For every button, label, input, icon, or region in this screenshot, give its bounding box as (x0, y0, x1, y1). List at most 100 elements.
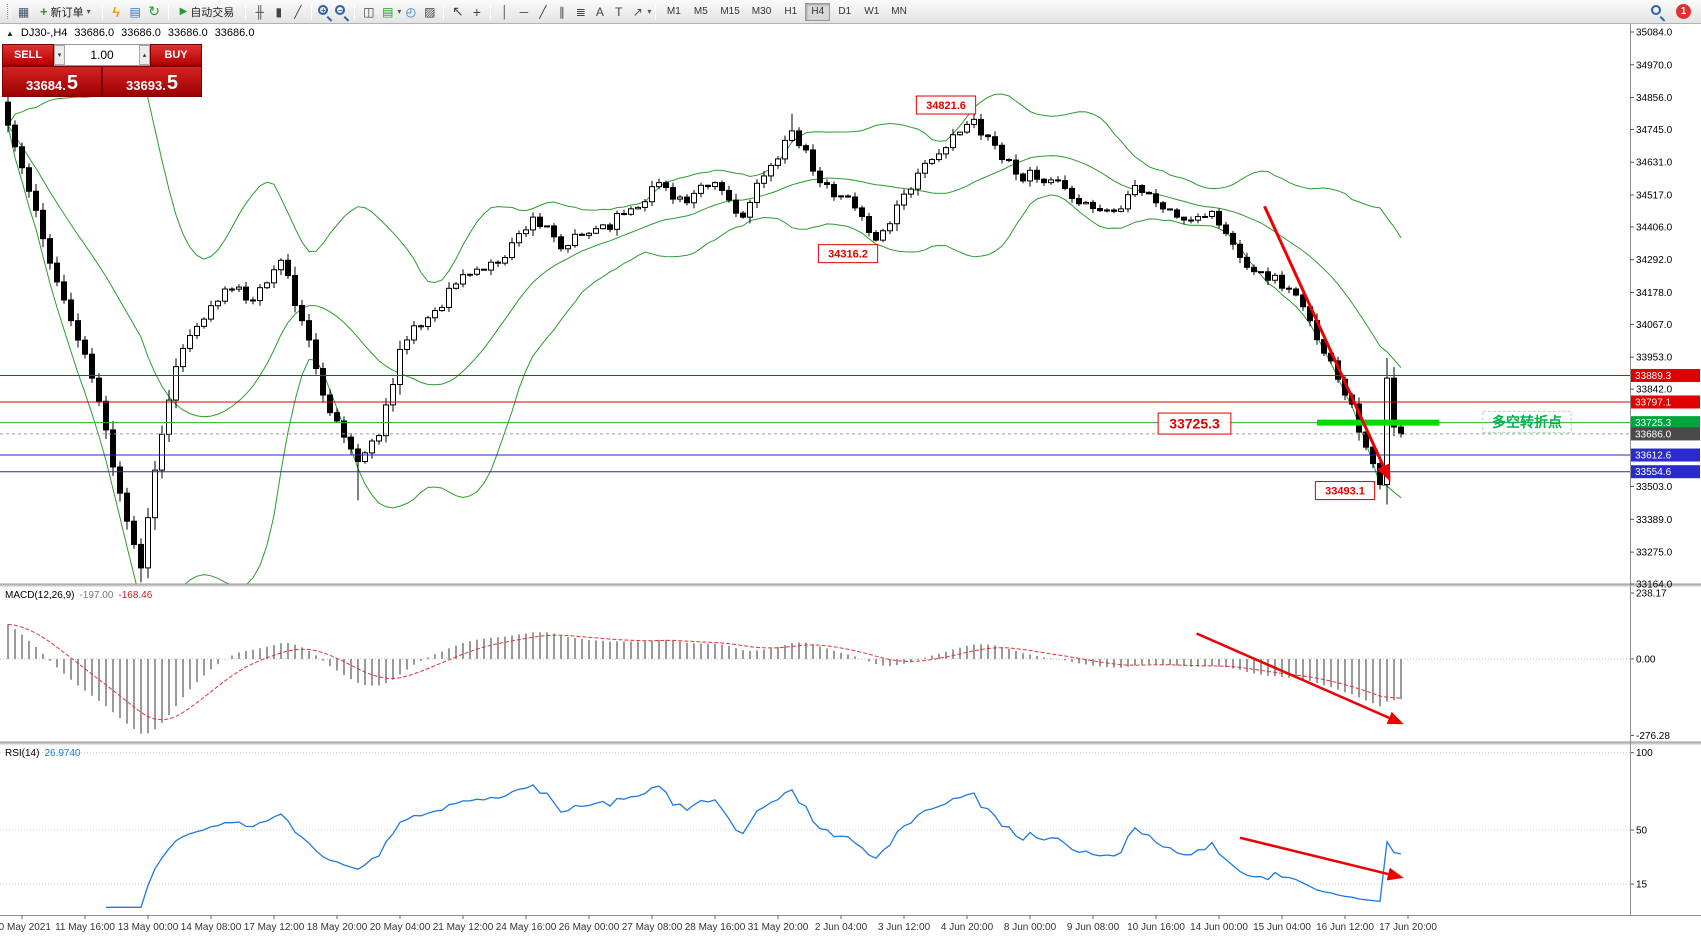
peak-price-label-text: 34821.6 (926, 100, 966, 112)
macd-indicator-label: MACD(12,26,9) -197.00 -168.46 (5, 590, 152, 601)
refresh-icon[interactable]: ↻ (148, 3, 160, 19)
time-axis-label: 4 Jun 20:00 (941, 922, 994, 933)
symbol-marker-icon: ▲ (6, 28, 14, 38)
timeframe-h1[interactable]: H1 (778, 3, 803, 21)
ohlc-high: 33686.0 (121, 27, 161, 39)
level-price-tag (1631, 416, 1700, 430)
panel-splitter[interactable] (0, 742, 1701, 745)
trend-arrow-head (1386, 867, 1404, 881)
macd-layer (0, 623, 1630, 734)
rsi-value: 26.9740 (44, 748, 81, 759)
new-chart-chevron-icon[interactable]: ▾ (397, 7, 402, 16)
search-icon[interactable] (1649, 3, 1666, 20)
buy-price: 33693. (126, 78, 166, 93)
time-axis-label: 13 May 00:00 (118, 922, 179, 933)
timeframe-m30[interactable]: M30 (747, 3, 776, 21)
auto-trading-label: 自动交易 (190, 6, 235, 19)
auto-trading-button[interactable]: ▶ 自动交易 (173, 2, 242, 22)
time-axis-label: 10 May 2021 (0, 922, 51, 933)
cursor-icon[interactable]: ↖ (451, 3, 464, 19)
time-axis-label: 27 May 08:00 (622, 922, 683, 933)
candles-layer (5, 96, 1404, 583)
zoom-out-icon[interactable]: − (333, 3, 350, 20)
level-price-tag-text: 33725.3 (1635, 418, 1672, 429)
chart-area[interactable]: 238.17 0.00 -276.28 100 50 15 35084.0 34970.0 34… (0, 24, 1701, 941)
arrow-tool-chevron-icon[interactable]: ▾ (647, 7, 652, 16)
period-icon[interactable]: ◴ (405, 4, 417, 19)
sell-price-button[interactable]: 33684. 5 (2, 66, 102, 97)
pivot-note-text: 多空转折点 (1492, 414, 1562, 430)
timeframe-d1[interactable]: D1 (832, 3, 857, 21)
text-icon[interactable]: A (595, 4, 604, 19)
trendline-icon[interactable]: ╱ (539, 4, 547, 19)
current-price-tag (1631, 427, 1700, 441)
pivot-highlight-line[interactable] (1317, 419, 1440, 426)
macd-name: MACD(12,26,9) (5, 590, 75, 601)
pivot-price-label[interactable] (1157, 412, 1232, 435)
horizontal-line-icon[interactable]: ─ (519, 4, 529, 19)
price-axis-label: 33275.0 (1636, 548, 1673, 559)
panel-splitter[interactable] (0, 584, 1701, 587)
macd-signal-value: -168.46 (118, 590, 153, 601)
timeframe-h4[interactable]: H4 (805, 2, 831, 21)
candlestick-icon[interactable]: ▮ (275, 4, 283, 19)
zoom-in-icon[interactable]: + (316, 3, 333, 20)
search-glyph (1651, 5, 1661, 15)
timeframe-mn[interactable]: MN (886, 3, 912, 21)
timeframe-m1[interactable]: M1 (661, 3, 686, 21)
buy-button[interactable]: BUY (150, 44, 202, 66)
market-watch-icon[interactable]: ▤ (129, 4, 141, 19)
peak-price-label[interactable] (915, 95, 977, 115)
toolbar-grip[interactable] (7, 4, 11, 19)
sell-button[interactable]: SELL (2, 44, 54, 66)
price-axis-label: 34745.0 (1636, 125, 1673, 136)
rsi-axis-label: 100 (1636, 748, 1653, 759)
volume-down-stepper[interactable]: ▾ (54, 45, 66, 65)
rsi-axis-label: 15 (1636, 880, 1648, 891)
trend-arrow[interactable] (1239, 836, 1389, 876)
sell-price-big-digit: 5 (66, 72, 78, 94)
timeframe-w1[interactable]: W1 (859, 3, 884, 21)
level-price-tag-text: 33612.6 (1635, 451, 1672, 462)
symbol-name: DJ30-,H4 (20, 27, 68, 39)
arrow-tool-icon[interactable]: ↗ (632, 4, 643, 19)
new-order-button[interactable]: + 新订单 ▾ (33, 2, 98, 22)
tile-windows-icon[interactable]: ◫ (363, 4, 375, 19)
fibonacci-icon[interactable]: ≣ (575, 4, 586, 19)
templates-icon[interactable]: ▨ (424, 4, 436, 19)
macd-axis-label: 238.17 (1636, 589, 1667, 600)
time-axis-label: 28 May 16:00 (685, 922, 746, 933)
volume-up-stepper[interactable]: ▴ (138, 45, 151, 65)
retest-price-label[interactable] (817, 244, 879, 264)
notification-badge[interactable]: 1 (1676, 4, 1691, 19)
bar-chart-icon[interactable]: ╫ (255, 4, 265, 19)
channel-icon[interactable]: ∥ (558, 4, 565, 19)
volume-input[interactable] (65, 45, 139, 65)
price-axis-label: 34406.0 (1636, 222, 1673, 233)
trend-arrow[interactable] (1196, 632, 1390, 720)
buy-price-button[interactable]: 33693. 5 (102, 66, 202, 97)
trend-arrow-head (1377, 463, 1391, 482)
price-axis-label: 34178.0 (1636, 288, 1673, 299)
chart-window-icon[interactable]: ▦ (17, 4, 30, 19)
crosshair-icon[interactable]: + (472, 3, 481, 20)
level-price-tag-text: 33889.3 (1635, 371, 1672, 382)
ohlc-close: 33686.0 (214, 27, 255, 39)
time-axis-label: 17 May 12:00 (244, 922, 305, 933)
zoom-out-glyph: − (335, 5, 346, 15)
timeframe-m15[interactable]: M15 (715, 3, 744, 21)
time-axis-label: 18 May 20:00 (307, 922, 368, 933)
new-chart-icon[interactable]: ▤ (382, 4, 394, 19)
price-axis-label: 34631.0 (1636, 158, 1673, 169)
price-axis-label: 34067.0 (1636, 320, 1673, 331)
line-chart-icon[interactable]: ╱ (294, 4, 302, 19)
lightning-icon[interactable]: ϟ (112, 3, 120, 20)
time-axis-label: 20 May 04:00 (370, 922, 431, 933)
low-price-label[interactable] (1314, 481, 1376, 501)
vertical-line-icon[interactable]: │ (501, 4, 509, 19)
timeframe-m5[interactable]: M5 (688, 3, 713, 21)
text-label-icon[interactable]: T (615, 4, 623, 19)
low-price-label-text: 33493.1 (1325, 485, 1365, 497)
trend-arrow[interactable] (1263, 205, 1385, 467)
level-price-tag (1631, 368, 1700, 382)
